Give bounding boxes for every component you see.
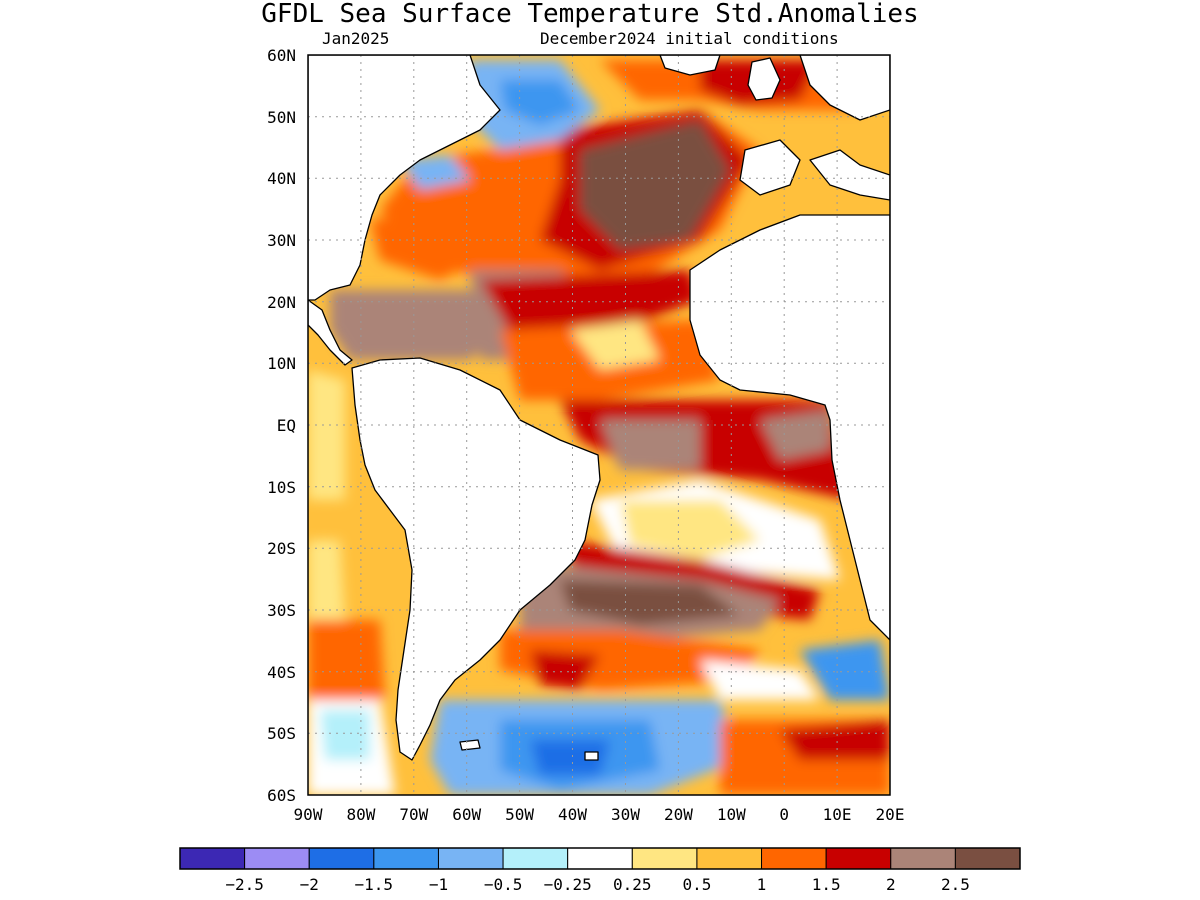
- lat-label: 20S: [267, 539, 296, 558]
- lat-label: 60N: [267, 46, 296, 65]
- colorbar-label: −1: [429, 875, 448, 894]
- lon-label: 30W: [611, 805, 640, 824]
- anomaly-field: [308, 55, 890, 795]
- colorbar-label: −2: [300, 875, 319, 894]
- lon-label: 10W: [717, 805, 746, 824]
- lat-label: 40S: [267, 663, 296, 682]
- map-title: GFDL Sea Surface Temperature Std.Anomali…: [261, 0, 918, 29]
- lon-label: 60W: [452, 805, 481, 824]
- initial-conditions-label: December2024 initial conditions: [540, 29, 839, 48]
- colorbar-swatches: [179, 847, 1021, 870]
- gridlines: [308, 55, 890, 795]
- colorbar-label: 2.5: [941, 875, 970, 894]
- lon-label: 40W: [558, 805, 587, 824]
- colorbar-swatch: [244, 847, 310, 870]
- plot-frame: [307, 54, 891, 796]
- colorbar-label: −1.5: [355, 875, 394, 894]
- colorbar-swatch: [890, 847, 956, 870]
- colorbar-swatch: [437, 847, 504, 870]
- colorbar-label: 1: [757, 875, 767, 894]
- latitude-axis: 60N 50N 40N 30N 20N 10N EQ 10S 20S 30S 4…: [267, 46, 296, 805]
- lat-label: 10S: [267, 478, 296, 497]
- lat-label: 30N: [267, 231, 296, 250]
- colorbar-label: −0.25: [544, 875, 592, 894]
- colorbar-swatch: [373, 847, 439, 870]
- colorbar-label: 0.25: [613, 875, 652, 894]
- colorbar-labels: −2.5 −2 −1.5 −1 −0.5 −0.25 0.25 0.5 1 1.…: [225, 875, 970, 894]
- colorbar-swatch: [308, 847, 375, 870]
- lon-label: 80W: [346, 805, 375, 824]
- lon-label: 90W: [294, 805, 323, 824]
- colorbar-swatch: [825, 847, 892, 870]
- lat-label: EQ: [277, 416, 296, 435]
- valid-month-label: Jan2025: [322, 29, 389, 48]
- lon-label: 20E: [876, 805, 905, 824]
- lat-label: 20N: [267, 293, 296, 312]
- lat-label: 60S: [267, 786, 296, 805]
- longitude-axis: 90W 80W 70W 60W 50W 40W 30W 20W 10W 0 10…: [294, 805, 905, 824]
- lon-label: 20W: [664, 805, 693, 824]
- lon-label: 50W: [505, 805, 534, 824]
- colorbar-frame: [179, 847, 1021, 870]
- lon-label: 70W: [399, 805, 428, 824]
- colorbar-label: 0.5: [682, 875, 711, 894]
- lat-label: 10N: [267, 354, 296, 373]
- colorbar-label: 2: [886, 875, 896, 894]
- lat-label: 40N: [267, 169, 296, 188]
- colorbar-label: −2.5: [225, 875, 264, 894]
- lat-label: 50N: [267, 108, 296, 127]
- colorbar-label: −0.5: [484, 875, 523, 894]
- colorbar-swatch: [179, 847, 246, 870]
- colorbar-swatch: [502, 847, 569, 870]
- lon-label: 0: [779, 805, 789, 824]
- lat-label: 30S: [267, 601, 296, 620]
- land-masses: [308, 55, 890, 761]
- lon-label: 10E: [823, 805, 852, 824]
- colorbar-swatch: [567, 847, 633, 870]
- lat-label: 50S: [267, 724, 296, 743]
- colorbar-swatch: [954, 847, 1021, 870]
- colorbar-swatch: [631, 847, 698, 870]
- colorbar: −2.5 −2 −1.5 −1 −0.5 −0.25 0.25 0.5 1 1.…: [179, 847, 1021, 894]
- colorbar-swatch: [696, 847, 763, 870]
- colorbar-label: 1.5: [812, 875, 841, 894]
- colorbar-swatch: [761, 847, 827, 870]
